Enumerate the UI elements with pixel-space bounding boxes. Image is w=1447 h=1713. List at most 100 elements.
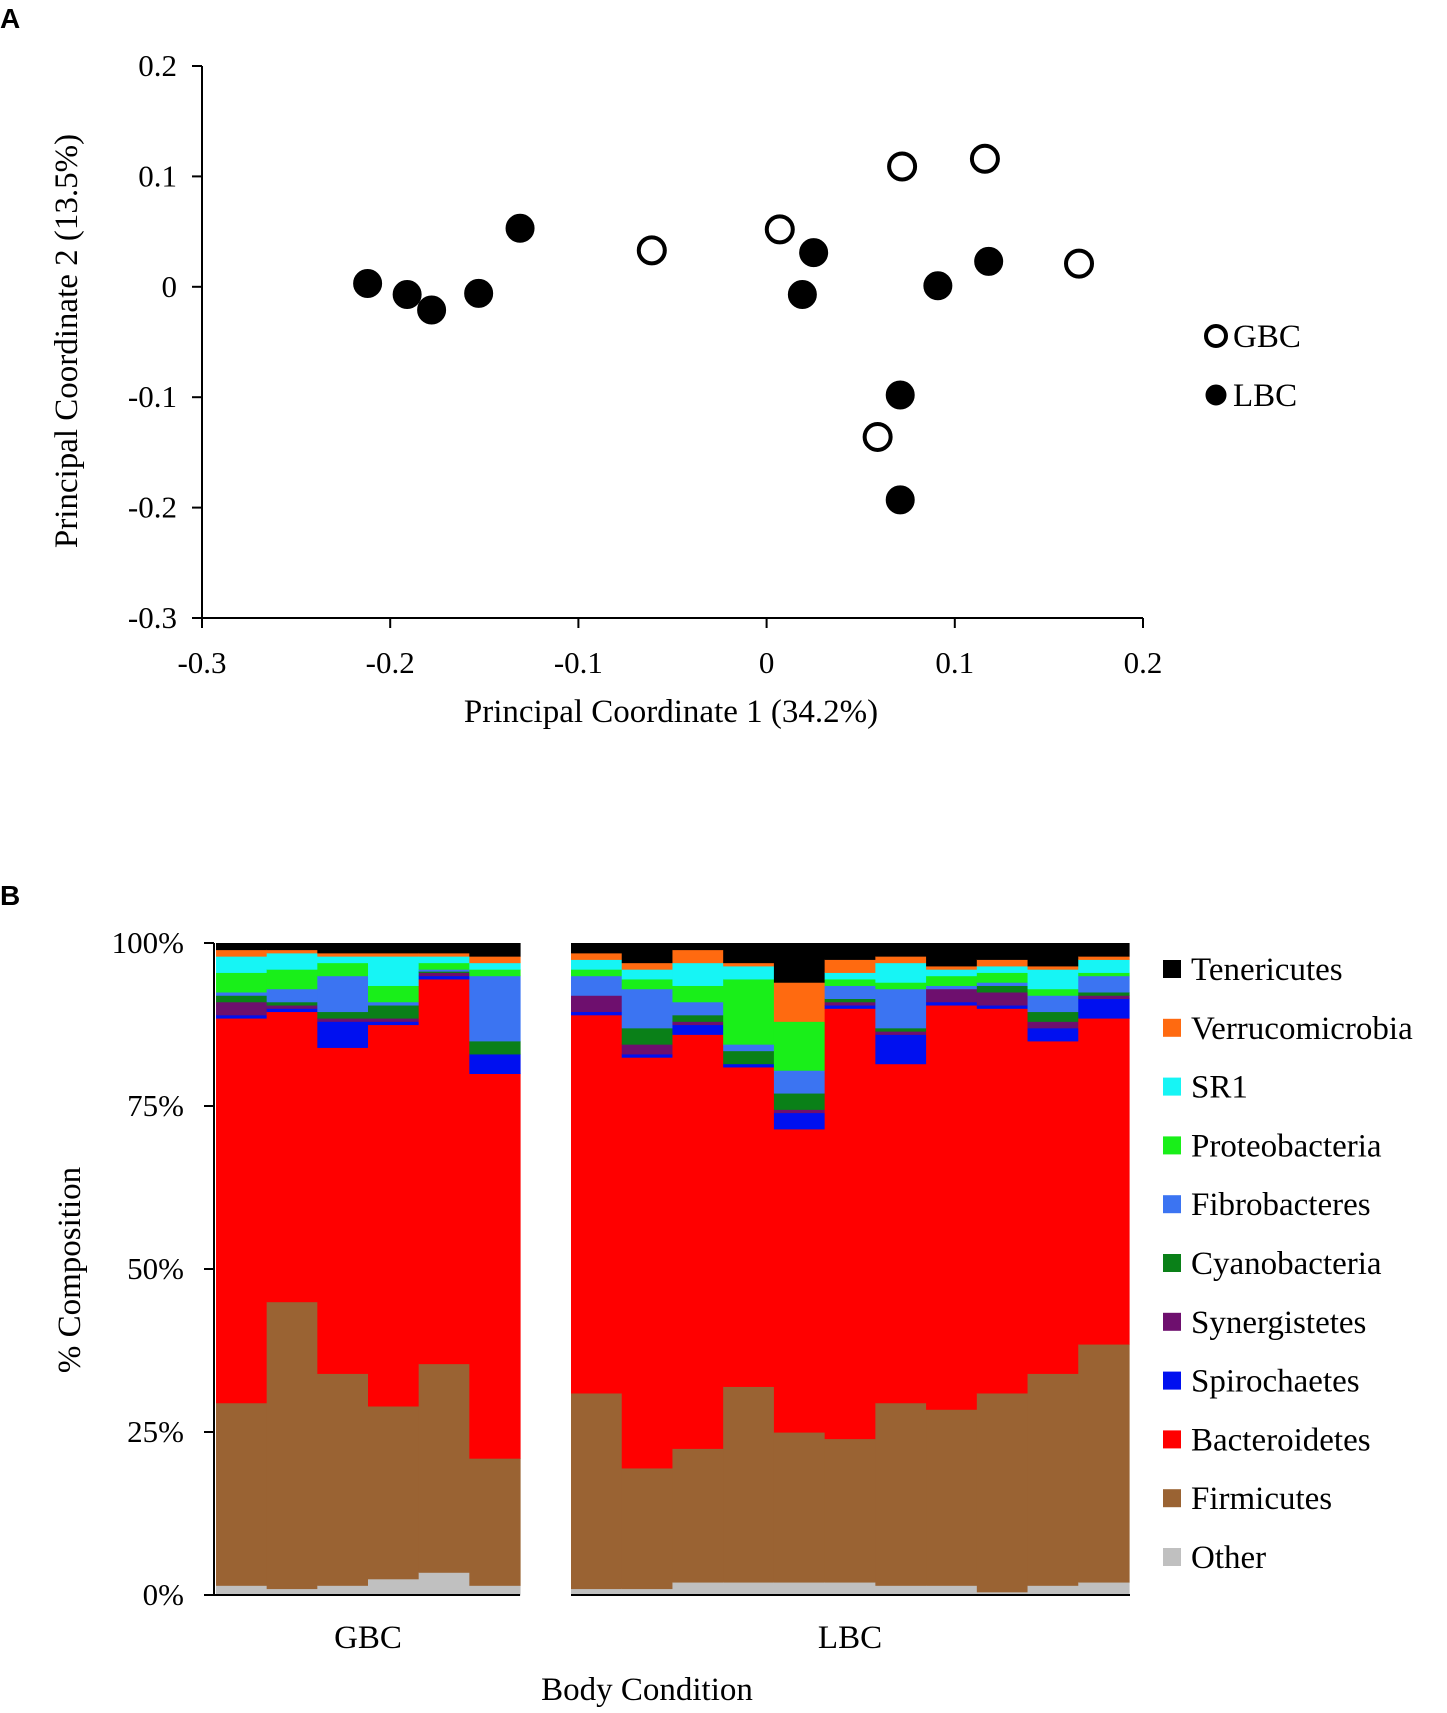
legend-swatch-other (1163, 1548, 1181, 1566)
bar-segment-synergistetes (317, 1017, 369, 1022)
bar-segment-sr1 (418, 956, 470, 964)
bar-segment-proteobacteria (368, 985, 420, 1003)
bar-segment-sr1 (469, 962, 521, 970)
bar-segment-fibrobacteres (1078, 975, 1130, 993)
legend-label-proteobacteria: Proteobacteria (1191, 1128, 1382, 1164)
bar-segment-other (976, 1591, 1029, 1596)
bar-segment-sr1 (368, 956, 420, 986)
x-tick-label: -0.2 (366, 645, 415, 680)
x-axis-label: Principal Coordinate 1 (34.2%) (464, 694, 878, 730)
bar-segment-spirochaetes (672, 1024, 724, 1035)
bar-segment-proteobacteria (926, 975, 978, 986)
data-point-lbc (787, 280, 817, 310)
data-point-lbc (417, 295, 447, 325)
bar-segment-sr1 (1078, 959, 1130, 973)
data-point-lbc (464, 278, 494, 308)
legend-label-verrucomicrobia: Verrucomicrobia (1191, 1011, 1413, 1047)
bar-segment-proteobacteria (672, 985, 724, 1003)
bar-segment-firmicutes (773, 1432, 826, 1583)
bar-segment-proteobacteria (773, 1021, 826, 1071)
bar-segment-proteobacteria (875, 982, 927, 990)
bar-segment-firmicutes (824, 1438, 876, 1583)
bar-segment-bacteroidetes (469, 1073, 521, 1459)
bar-segment-synergistetes (1027, 1021, 1079, 1029)
bar-segment-bacteroidetes (773, 1128, 826, 1433)
bar-segment-bacteroidetes (621, 1057, 674, 1469)
bar-segment-synergistetes (1078, 995, 1130, 1000)
bar-segment-synergistetes (368, 1017, 420, 1022)
bar-segment-cyanobacteria (216, 995, 268, 1003)
bar-segment-fibrobacteres (368, 1001, 420, 1006)
bar-segment-firmicutes (672, 1448, 724, 1583)
bar-segment-firmicutes (418, 1363, 470, 1573)
bar-segment-sr1 (266, 952, 318, 970)
bar-segment-cyanobacteria (875, 1027, 927, 1032)
bar-segment-verrucomicrobia (317, 952, 369, 957)
bar-segment-bacteroidetes (418, 978, 470, 1365)
bar-segment-tenericutes (926, 943, 978, 967)
bar-segment-synergistetes (418, 972, 470, 977)
bar-segment-verrucomicrobia (621, 962, 674, 970)
bar-segment-proteobacteria (976, 972, 1029, 983)
bar-segment-other (723, 1581, 775, 1596)
data-point-lbc (923, 271, 953, 301)
bar-segment-cyanobacteria (418, 971, 470, 973)
bar-segment-firmicutes (926, 1409, 978, 1586)
bar-segment-synergistetes (266, 1004, 318, 1009)
bar-segment-fibrobacteres (571, 975, 623, 996)
bar-segment-fibrobacteres (469, 975, 521, 1042)
legend-label-sr1: SR1 (1191, 1070, 1248, 1106)
bar-segment-spirochaetes (266, 1008, 318, 1013)
bar-segment-tenericutes (317, 943, 369, 954)
bar-segment-firmicutes (469, 1458, 521, 1586)
bar-segment-verrucomicrobia (875, 956, 927, 964)
bar-segment-bacteroidetes (571, 1014, 623, 1394)
bar-segment-other (672, 1581, 724, 1596)
y-axis-label: % Composition (52, 1167, 88, 1373)
legend-label-bacteroidetes: Bacteroidetes (1191, 1422, 1371, 1458)
bar-segment-fibrobacteres (266, 988, 318, 1003)
bar-segment-bacteroidetes (875, 1063, 927, 1404)
legend-label-other: Other (1191, 1540, 1266, 1576)
bar-segment-firmicutes (1027, 1373, 1079, 1586)
legend-swatch-fibrobacteres (1163, 1195, 1181, 1214)
legend-swatch-sr1 (1163, 1077, 1181, 1096)
bar-segment-other (1078, 1581, 1130, 1596)
bar-segment-tenericutes (266, 943, 318, 951)
bar-segment-synergistetes (571, 995, 623, 1013)
legend-label-gbc: GBC (1233, 319, 1301, 355)
bar-segment-tenericutes (875, 943, 927, 957)
bar-segment-firmicutes (368, 1405, 420, 1580)
y-tick-label: -0.1 (128, 379, 177, 414)
bar-segment-proteobacteria (1078, 972, 1130, 977)
bar-segment-spirochaetes (621, 1053, 674, 1058)
bar-segment-fibrobacteres (773, 1070, 826, 1094)
bar-segment-bacteroidetes (317, 1047, 369, 1374)
bar-segment-other (266, 1588, 318, 1596)
legend-label-tenericutes: Tenericutes (1191, 952, 1343, 988)
legend-swatch-spirochaetes (1163, 1371, 1181, 1390)
legend-label-lbc: LBC (1233, 378, 1297, 414)
bar-segment-tenericutes (621, 943, 674, 964)
bar-segment-fibrobacteres (976, 982, 1029, 986)
bar-segment-cyanobacteria (672, 1014, 724, 1022)
bar-segment-sr1 (723, 965, 775, 980)
bar-segment-spirochaetes (418, 975, 470, 980)
x-axis-label: Body Condition (541, 1672, 753, 1708)
bar-segment-bacteroidetes (824, 1008, 876, 1440)
bar-segment-sr1 (1027, 969, 1079, 990)
bar-segment-cyanobacteria (976, 985, 1029, 993)
bar-segment-verrucomicrobia (976, 959, 1029, 967)
x-tick-label: 0.2 (1124, 645, 1163, 680)
bar-segment-other (773, 1581, 826, 1596)
bar-segment-fibrobacteres (672, 1001, 724, 1016)
bar-segment-other (216, 1585, 268, 1596)
bar-segment-other (317, 1585, 369, 1596)
legend-label-spirochaetes: Spirochaetes (1191, 1364, 1360, 1400)
bar-segment-fibrobacteres (926, 985, 978, 990)
bar-segment-verrucomicrobia (926, 965, 978, 970)
bar-segment-proteobacteria (266, 969, 318, 990)
bar-segment-tenericutes (216, 943, 268, 951)
bar-segment-other (571, 1588, 623, 1596)
bar-segment-tenericutes (773, 943, 826, 983)
